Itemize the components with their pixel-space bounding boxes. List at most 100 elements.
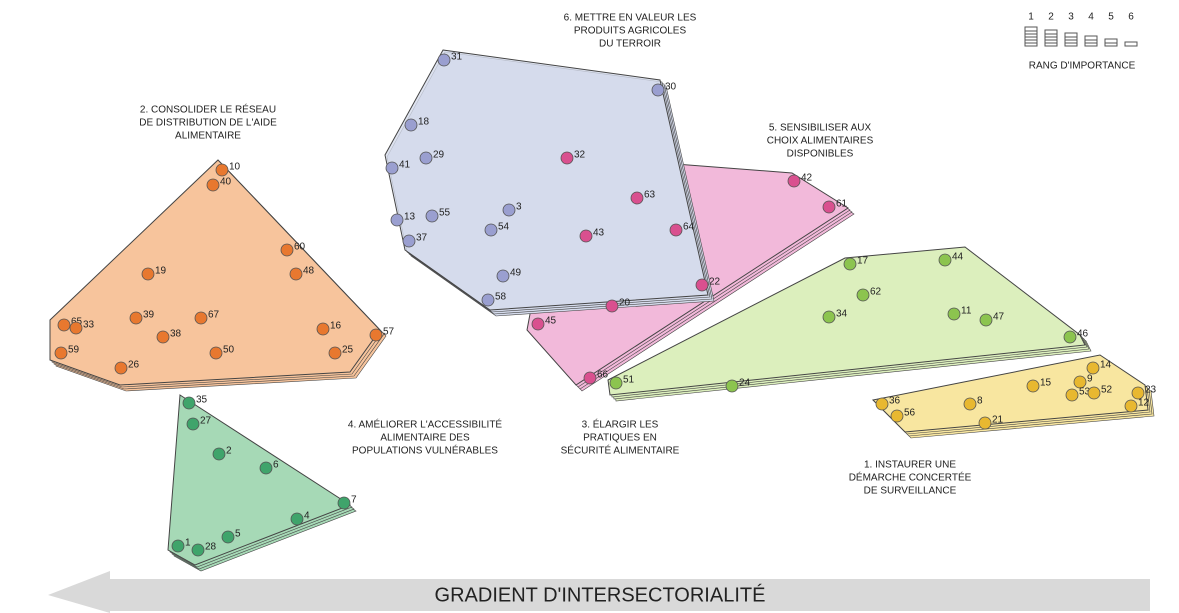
point (114, 361, 128, 375)
cluster-label: DISPONIBLES (787, 149, 854, 160)
point (787, 174, 801, 188)
point (337, 496, 351, 510)
point (822, 200, 836, 214)
point (385, 161, 399, 175)
point (259, 461, 273, 475)
point-label: 26 (128, 360, 140, 371)
point-label: 31 (451, 52, 463, 63)
point-label: 14 (1100, 360, 1112, 371)
cluster-label: 3. ÉLARGIR LES (582, 418, 659, 431)
point (1087, 386, 1101, 400)
point (979, 313, 993, 327)
point-label: 17 (857, 256, 869, 267)
cluster-label: DU TERROIR (599, 39, 661, 50)
point-label: 21 (992, 415, 1004, 426)
point-label: 9 (1087, 374, 1093, 385)
point-label: 37 (416, 233, 428, 244)
point (390, 213, 404, 227)
gradient-label: GRADIENT D'INTERSECTORIALITÉ (435, 583, 766, 606)
point (531, 317, 545, 331)
point (1065, 388, 1079, 402)
cluster-label: SÉCURITÉ ALIMENTAIRE (561, 444, 680, 457)
point-label: 49 (510, 268, 522, 279)
point-label: 33 (83, 320, 95, 331)
point-label: 5 (235, 529, 241, 540)
point-label: 23 (1145, 385, 1157, 396)
rank-icon (1044, 29, 1058, 35)
rank-number: 1 (1028, 12, 1034, 23)
point (1124, 399, 1138, 413)
point (651, 83, 665, 97)
point (890, 409, 904, 423)
point (129, 311, 143, 325)
point (425, 209, 439, 223)
point (481, 293, 495, 307)
point (369, 328, 383, 342)
rank-number: 3 (1068, 12, 1074, 23)
rank-icon (1124, 41, 1138, 47)
point (822, 310, 836, 324)
cluster-label: PRATIQUES EN (583, 433, 657, 444)
point-label: 39 (143, 310, 155, 321)
point-label: 46 (1077, 329, 1089, 340)
point-label: 40 (220, 177, 232, 188)
point-label: 16 (330, 321, 342, 332)
point-label: 6 (273, 460, 279, 471)
point-label: 59 (68, 345, 80, 356)
point (583, 371, 597, 385)
legend-title: RANG D'IMPORTANCE (1029, 61, 1136, 72)
rank-icon (1104, 38, 1118, 44)
point (402, 234, 416, 248)
cluster (384, 49, 715, 317)
point (695, 278, 709, 292)
point-label: 61 (836, 199, 848, 210)
point (419, 151, 433, 165)
point (1026, 379, 1040, 393)
point-label: 58 (495, 292, 507, 303)
point-label: 12 (1138, 398, 1150, 409)
point (1073, 375, 1087, 389)
point-label: 36 (889, 396, 901, 407)
point (316, 322, 330, 336)
point-label: 22 (709, 277, 721, 288)
point (171, 539, 185, 553)
cluster-area (607, 246, 1086, 396)
point-label: 4 (304, 511, 310, 522)
legend: 1 2 3 4 5 6 RANG D'IMPORTANCE (1024, 12, 1138, 72)
point-label: 30 (665, 82, 677, 93)
point (221, 530, 235, 544)
point-label: 19 (155, 266, 167, 277)
point-label: 56 (904, 408, 916, 419)
point-label: 41 (399, 160, 411, 171)
point (609, 376, 623, 390)
point-label: 55 (439, 208, 451, 219)
cluster-label: PRODUITS AGRICOLES (574, 26, 687, 37)
point (502, 203, 516, 217)
rank-icon (1064, 32, 1078, 38)
point-label: 18 (418, 117, 430, 128)
point-label: 20 (619, 298, 631, 309)
point-label: 52 (1101, 385, 1113, 396)
point (560, 151, 574, 165)
cluster-label: ALIMENTAIRE (175, 131, 241, 142)
point-label: 2 (226, 446, 232, 457)
point (484, 223, 498, 237)
point (963, 397, 977, 411)
point-label: 62 (870, 287, 882, 298)
point-label: 25 (342, 345, 354, 356)
cluster-area (384, 49, 709, 311)
cluster-label: DE SURVEILLANCE (864, 486, 957, 497)
point-label: 7 (351, 495, 357, 506)
cluster-label: 2. CONSOLIDER LE RÉSEAU (140, 103, 276, 116)
point (57, 318, 71, 332)
rank-number: 5 (1108, 12, 1114, 23)
point-label: 11 (961, 306, 972, 317)
point (141, 267, 155, 281)
point (289, 267, 303, 281)
point (978, 416, 992, 430)
point-label: 15 (1040, 378, 1052, 389)
point (1086, 361, 1100, 375)
point (191, 543, 205, 557)
cluster-label: POPULATIONS VULNÉRABLES (352, 444, 498, 457)
